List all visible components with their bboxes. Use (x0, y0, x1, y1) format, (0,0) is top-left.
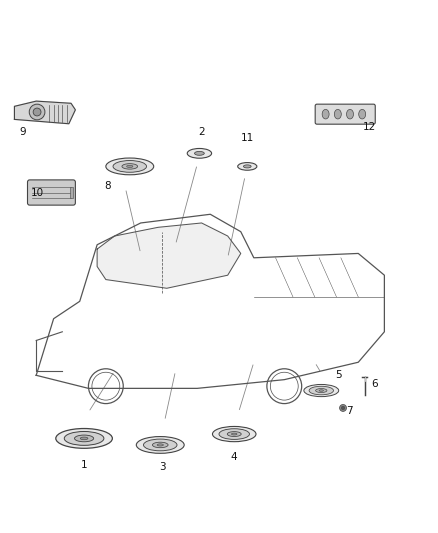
Ellipse shape (322, 109, 329, 119)
Ellipse shape (122, 164, 138, 169)
FancyBboxPatch shape (315, 104, 375, 124)
Ellipse shape (212, 426, 256, 442)
Ellipse shape (227, 432, 241, 437)
Ellipse shape (187, 149, 212, 158)
Circle shape (339, 405, 346, 411)
Text: 4: 4 (231, 451, 237, 462)
Ellipse shape (56, 429, 113, 448)
Ellipse shape (359, 109, 366, 119)
Ellipse shape (319, 390, 324, 391)
Bar (70, 187, 73, 198)
Ellipse shape (113, 160, 147, 172)
Ellipse shape (346, 109, 353, 119)
Circle shape (29, 104, 45, 120)
Ellipse shape (304, 384, 339, 397)
Ellipse shape (334, 109, 341, 119)
Circle shape (33, 108, 41, 116)
Ellipse shape (194, 151, 204, 155)
Ellipse shape (244, 165, 251, 168)
FancyBboxPatch shape (28, 180, 75, 205)
Text: 6: 6 (371, 379, 378, 389)
Text: 11: 11 (240, 133, 254, 143)
Ellipse shape (80, 437, 88, 440)
Text: 7: 7 (346, 406, 353, 416)
Ellipse shape (106, 158, 154, 175)
Ellipse shape (74, 435, 94, 442)
Ellipse shape (127, 165, 133, 167)
Ellipse shape (238, 163, 257, 170)
Ellipse shape (309, 386, 333, 395)
Text: 1: 1 (81, 459, 88, 470)
Polygon shape (97, 223, 241, 288)
Text: 12: 12 (363, 122, 376, 132)
Text: 3: 3 (159, 462, 166, 472)
Ellipse shape (64, 432, 104, 446)
Text: 2: 2 (198, 126, 205, 136)
Ellipse shape (144, 439, 177, 451)
Ellipse shape (316, 389, 327, 392)
Ellipse shape (157, 444, 163, 446)
Text: 10: 10 (31, 188, 44, 198)
Ellipse shape (231, 433, 237, 435)
Text: 8: 8 (105, 181, 111, 191)
Ellipse shape (136, 437, 184, 454)
Text: 9: 9 (20, 127, 26, 138)
Ellipse shape (152, 442, 168, 448)
Polygon shape (14, 101, 75, 124)
Circle shape (341, 406, 345, 410)
Text: 5: 5 (336, 370, 342, 381)
Ellipse shape (219, 429, 250, 439)
